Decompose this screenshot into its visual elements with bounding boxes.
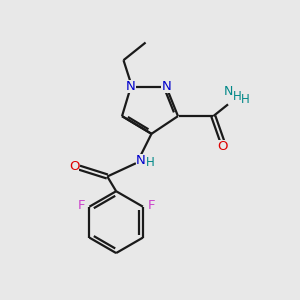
Text: N: N — [161, 80, 171, 93]
Text: O: O — [69, 160, 79, 173]
Text: N: N — [136, 154, 146, 167]
Text: O: O — [217, 140, 227, 153]
Text: F: F — [147, 199, 155, 212]
Text: N: N — [224, 85, 234, 98]
Text: H: H — [146, 156, 155, 169]
Text: F: F — [77, 199, 85, 212]
Text: H: H — [233, 91, 242, 103]
Text: N: N — [126, 80, 136, 93]
Text: H: H — [241, 93, 250, 106]
